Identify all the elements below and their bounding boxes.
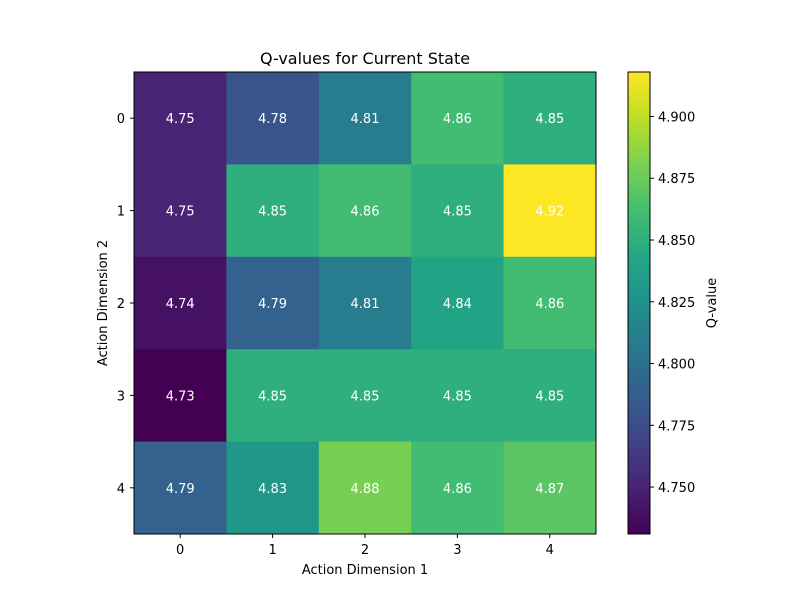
cell-value-label: 4.75 xyxy=(166,112,195,127)
colorbar-tick-label: 4.750 xyxy=(658,481,695,496)
cell-value-label: 4.85 xyxy=(443,389,472,404)
colorbar xyxy=(627,71,651,535)
heatmap-cell xyxy=(411,72,505,165)
colorbar-tick-label: 4.850 xyxy=(658,234,695,249)
cell-value-label: 4.85 xyxy=(258,389,287,404)
cell-value-label: 4.85 xyxy=(258,205,287,220)
heatmap-cell xyxy=(318,441,412,535)
cell-value-label: 4.79 xyxy=(258,297,287,312)
heatmap-cells xyxy=(134,72,597,535)
cell-value-label: 4.75 xyxy=(166,205,195,220)
y-tick-label: 3 xyxy=(117,389,125,404)
heatmap-cell xyxy=(134,72,227,165)
colorbar-label: Q-value xyxy=(705,278,720,328)
cell-value-label: 4.78 xyxy=(258,112,287,127)
heatmap-cell xyxy=(226,349,320,443)
cell-value-label: 4.85 xyxy=(535,112,564,127)
heatmap-cell xyxy=(411,256,505,350)
cell-value-label: 4.86 xyxy=(535,297,564,312)
cell-value-label: 4.85 xyxy=(535,389,564,404)
cell-value-label: 4.86 xyxy=(351,205,380,220)
cell-value-label: 4.86 xyxy=(443,482,472,497)
heatmap-cell xyxy=(503,256,597,350)
cell-value-label: 4.73 xyxy=(166,389,195,404)
heatmap-value-labels: 4.75 4.78 4.81 4.86 4.85 4.75 4.85 4.86 4.85 4.92… xyxy=(166,112,565,497)
colorbar-tick-label: 4.775 xyxy=(658,419,695,434)
heatmap-cell xyxy=(134,441,227,535)
y-tick-label: 2 xyxy=(117,297,125,312)
cell-value-label: 4.84 xyxy=(443,297,472,312)
cell-value-label: 4.83 xyxy=(258,482,287,497)
x-axis: 0 1 2 3 4 xyxy=(176,534,554,558)
y-axis: 0 1 2 3 4 xyxy=(117,112,134,497)
heatmap-cell xyxy=(503,349,597,443)
colorbar-tick-label: 4.875 xyxy=(658,172,695,187)
heatmap-cell xyxy=(411,441,505,535)
heatmap-cell xyxy=(318,164,412,258)
x-tick-label: 1 xyxy=(268,543,276,558)
heatmap-cell xyxy=(503,72,597,165)
x-tick-label: 0 xyxy=(176,543,184,558)
x-axis-label: Action Dimension 1 xyxy=(302,563,428,578)
y-tick-label: 0 xyxy=(117,112,125,127)
colorbar-tick-label: 4.900 xyxy=(658,110,695,125)
y-axis-label: Action Dimension 2 xyxy=(96,240,111,366)
colorbar-tick-label: 4.800 xyxy=(658,358,695,373)
y-tick-label: 4 xyxy=(117,482,125,497)
chart-title: Q-values for Current State xyxy=(260,49,470,68)
cell-value-label: 4.81 xyxy=(351,297,380,312)
cell-value-label: 4.92 xyxy=(535,205,564,220)
colorbar-tick-label: 4.825 xyxy=(658,296,695,311)
cell-value-label: 4.81 xyxy=(351,112,380,127)
cell-value-label: 4.86 xyxy=(443,112,472,127)
heatmap-cell xyxy=(226,72,320,165)
heatmap-cell xyxy=(134,349,227,443)
cell-value-label: 4.85 xyxy=(351,389,380,404)
cell-value-label: 4.87 xyxy=(535,482,564,497)
x-tick-label: 2 xyxy=(361,543,369,558)
heatmap-cell xyxy=(318,349,412,443)
heatmap-cell xyxy=(318,72,412,165)
cell-value-label: 4.79 xyxy=(166,482,195,497)
colorbar-axis: 4.750 4.775 4.800 4.825 4.850 4.875 4.900 xyxy=(650,110,695,496)
heatmap-cell xyxy=(134,256,227,350)
cell-value-label: 4.85 xyxy=(443,205,472,220)
cell-value-label: 4.74 xyxy=(166,297,195,312)
heatmap-cell xyxy=(411,349,505,443)
x-tick-label: 3 xyxy=(453,543,461,558)
heatmap-cell xyxy=(318,256,412,350)
heatmap-cell xyxy=(503,441,597,535)
heatmap-cell xyxy=(226,164,320,258)
cell-value-label: 4.88 xyxy=(351,482,380,497)
y-tick-label: 1 xyxy=(117,205,125,220)
heatmap-cell xyxy=(226,441,320,535)
heatmap-cell xyxy=(411,164,505,258)
heatmap-cell xyxy=(503,164,597,258)
x-tick-label: 4 xyxy=(546,543,554,558)
heatmap-cell xyxy=(226,256,320,350)
heatmap-cell xyxy=(134,164,227,258)
